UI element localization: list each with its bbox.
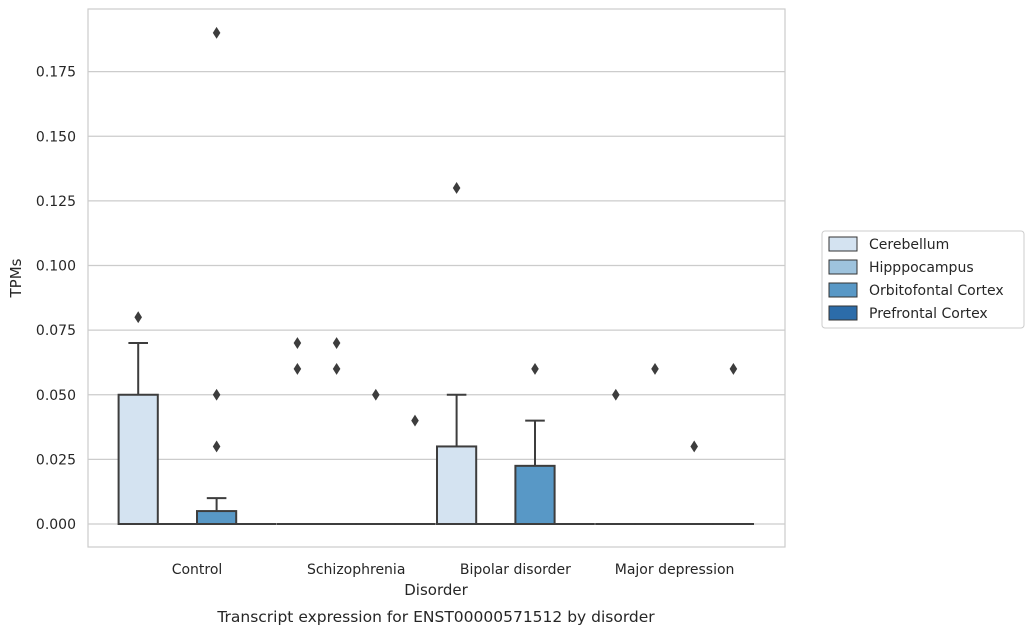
x-tick-label: Control xyxy=(172,562,223,578)
legend: Cerebellum Hipppocampus Orbitofontal Corte… xyxy=(822,231,1024,328)
legend-label: Prefrontal Cortex xyxy=(869,306,988,322)
x-tick-label: Major depression xyxy=(615,562,735,578)
y-tick-label: 0.125 xyxy=(36,194,76,210)
y-tick-label: 0.075 xyxy=(36,323,76,339)
legend-label: Orbitofontal Cortex xyxy=(869,283,1004,299)
y-tick-label: 0.175 xyxy=(36,65,76,81)
y-tick-labels: 0.000 0.025 0.050 0.075 0.100 0.125 0.150 0.175 xyxy=(36,65,76,533)
box xyxy=(515,466,554,524)
y-tick-label: 0.025 xyxy=(36,452,76,468)
y-tick-label: 0.100 xyxy=(36,259,76,275)
legend-swatch xyxy=(829,260,857,274)
box xyxy=(437,446,476,524)
x-axis-label: Disorder xyxy=(404,581,468,599)
legend-swatch xyxy=(829,306,857,320)
legend-label: Hipppocampus xyxy=(869,260,974,276)
legend-swatch xyxy=(829,283,857,297)
box xyxy=(119,395,158,524)
y-tick-label: 0.000 xyxy=(36,517,76,533)
chart-caption: Transcript expression for ENST0000057151… xyxy=(216,608,655,626)
y-tick-label: 0.150 xyxy=(36,129,76,145)
legend-label: Cerebellum xyxy=(869,237,949,253)
y-axis-label: TPMs xyxy=(7,258,25,298)
x-tick-label: Bipolar disorder xyxy=(460,562,571,578)
legend-swatch xyxy=(829,237,857,251)
y-tick-label: 0.050 xyxy=(36,388,76,404)
x-tick-label: Schizophrenia xyxy=(307,562,405,578)
x-tick-labels: Control Schizophrenia Bipolar disorder Majo… xyxy=(172,562,735,578)
box xyxy=(197,511,236,524)
